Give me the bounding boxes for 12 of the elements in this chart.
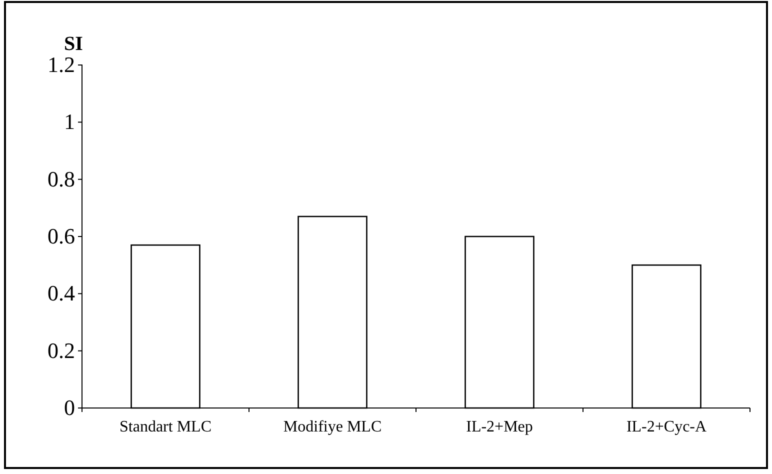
x-tick-label: Modifiye MLC — [283, 418, 382, 436]
x-tick-label: Standart MLC — [120, 418, 212, 436]
y-tick-label: 0 — [64, 395, 75, 420]
y-tick-label: 0.4 — [48, 280, 75, 306]
x-tick-label: IL-2+Cyc-A — [626, 418, 707, 436]
y-tick-label: 0.8 — [48, 166, 75, 192]
x-tick-label: IL-2+Mep — [466, 418, 533, 436]
y-tick-label: 1.2 — [48, 52, 75, 78]
y-tick-label: 0.6 — [48, 224, 75, 249]
y-axis-title: SI — [64, 33, 84, 55]
y-tick-label: 0.2 — [48, 338, 75, 363]
y-tick-label: 1 — [64, 109, 75, 134]
